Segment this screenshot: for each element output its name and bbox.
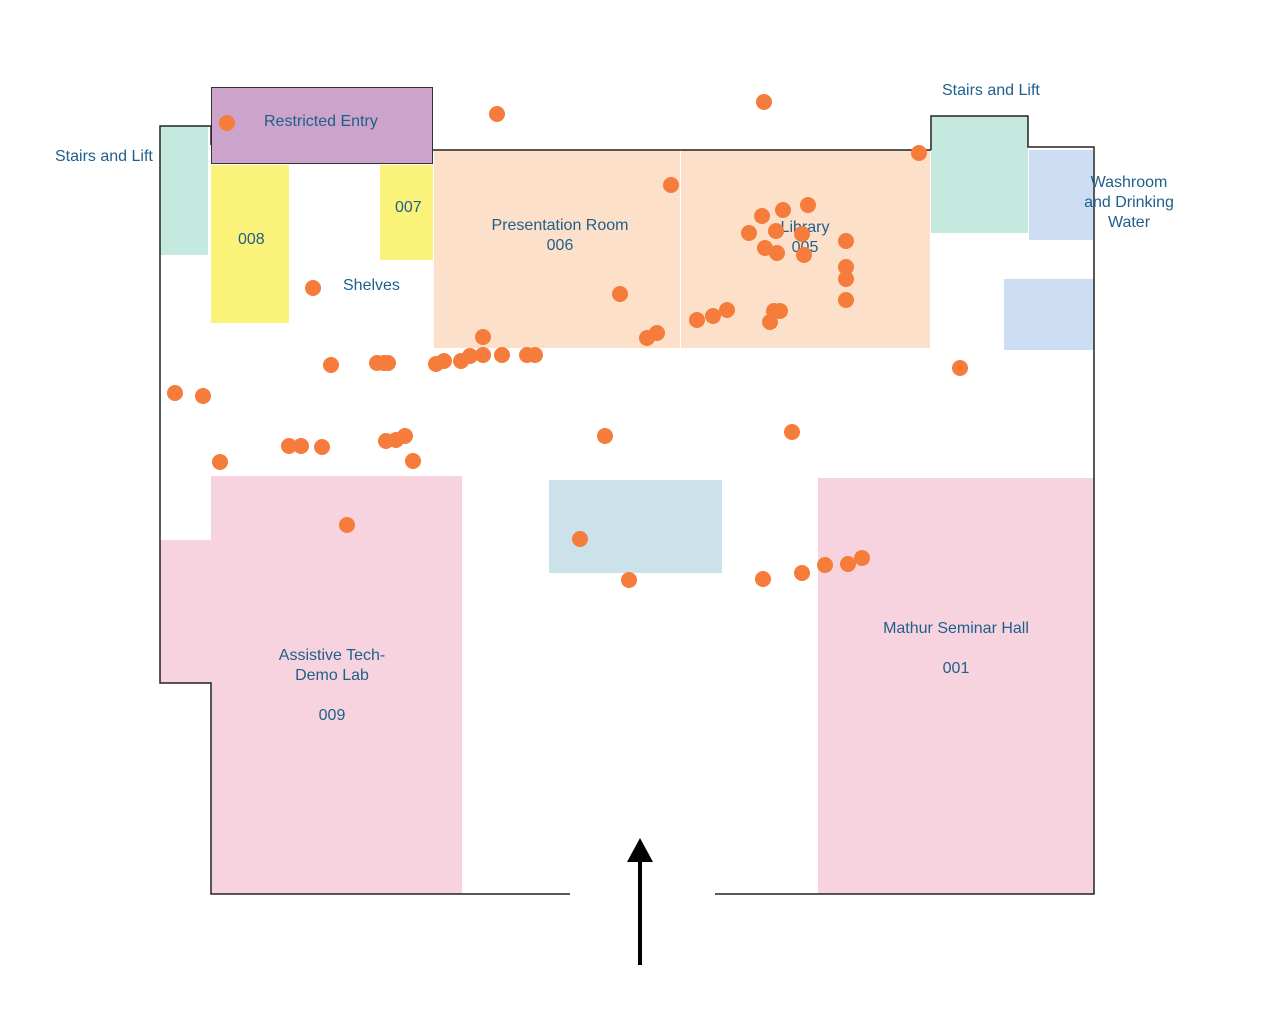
mathur-seminar-hall-area <box>818 478 1094 894</box>
dot-icon <box>794 565 810 581</box>
room-007-label: 007 <box>395 199 422 216</box>
assistive-tech-lab-line-2: Demo Lab <box>295 667 369 684</box>
mathur-seminar-hall-label: Mathur Seminar Hall 001 <box>866 619 1046 679</box>
up-arrow-icon <box>627 838 653 965</box>
dot-icon <box>911 145 927 161</box>
center-block-area <box>549 480 722 573</box>
dot-icon <box>689 312 705 328</box>
washroom-area <box>1029 150 1093 240</box>
dot-icon <box>741 225 757 241</box>
dot-icon <box>854 550 870 566</box>
dot-icon <box>840 556 856 572</box>
dot-icon <box>817 557 833 573</box>
washroom-line-1: Washroom <box>1090 174 1168 191</box>
presentation-room-label: Presentation Room 006 <box>470 216 650 256</box>
dot-icon <box>462 348 478 364</box>
dot-icon <box>397 428 413 444</box>
assistive-tech-lab-area <box>211 476 462 894</box>
dot-icon <box>838 292 854 308</box>
restricted-entry-area <box>211 87 433 164</box>
dot-icon <box>762 314 778 330</box>
dot-icon <box>800 197 816 213</box>
washroom-label: Washroom and Drinking Water <box>1074 173 1184 233</box>
presentation-room-number: 006 <box>546 237 574 254</box>
dot-icon <box>838 271 854 287</box>
stairs-lift-right-label: Stairs and Lift <box>942 82 1040 99</box>
presentation-room-name: Presentation Room <box>491 217 629 234</box>
dot-icon <box>475 347 491 363</box>
assistive-tech-lab-label: Assistive Tech- Demo Lab 009 <box>262 646 402 726</box>
assistive-tech-lab-line-1: Assistive Tech- <box>278 647 386 664</box>
dot-icon <box>293 438 309 454</box>
dot-icon <box>436 353 452 369</box>
dot-icon <box>597 428 613 444</box>
dot-icon <box>167 385 183 401</box>
dot-icon <box>621 572 637 588</box>
dot-icon <box>719 302 735 318</box>
room-008-label: 008 <box>238 231 265 248</box>
dot-icon <box>794 226 810 242</box>
shelves-label: Shelves <box>343 277 400 294</box>
stairs-lift-left-label: Stairs and Lift <box>55 148 153 165</box>
washroom-line-2: and Drinking <box>1084 194 1174 211</box>
dot-icon <box>572 531 588 547</box>
dot-icon <box>494 347 510 363</box>
dot-icon <box>612 286 628 302</box>
washroom-line-3: Water <box>1107 214 1151 231</box>
dot-icon <box>195 388 211 404</box>
room-008-area <box>211 165 289 323</box>
dot-icon <box>475 329 491 345</box>
dot-icon <box>639 330 655 346</box>
restricted-entry-label: Restricted Entry <box>264 113 378 130</box>
dot-icon <box>775 202 791 218</box>
dot-icon <box>838 233 854 249</box>
dot-icon <box>772 303 788 319</box>
dot-icon <box>212 454 228 470</box>
dot-icon <box>314 439 330 455</box>
blue-side-room <box>1004 279 1094 350</box>
dot-icon <box>768 223 784 239</box>
presentation-room-area <box>434 150 680 348</box>
dot-icon <box>705 308 721 324</box>
assistive-tech-lab-annex <box>160 540 212 683</box>
stairs-lift-right-area <box>931 116 1028 233</box>
mathur-seminar-hall-number: 001 <box>942 660 970 677</box>
dot-icon <box>527 347 543 363</box>
dot-icon <box>305 280 321 296</box>
dot-icon <box>339 517 355 533</box>
stairs-lift-left-area <box>160 126 208 255</box>
room-007-area <box>380 165 433 260</box>
dot-icon <box>380 355 396 371</box>
dot-icon <box>663 177 679 193</box>
dot-icon <box>219 115 235 131</box>
dot-icon <box>784 424 800 440</box>
dot-icon <box>796 247 812 263</box>
dot-icon <box>756 94 772 110</box>
dot-icon <box>489 106 505 122</box>
dot-icon <box>952 360 968 376</box>
dot-icon <box>323 357 339 373</box>
assistive-tech-lab-number: 009 <box>318 707 346 724</box>
dot-icon <box>769 245 785 261</box>
dot-icon <box>754 208 770 224</box>
dot-icon <box>405 453 421 469</box>
mathur-seminar-hall-name: Mathur Seminar Hall <box>883 620 1029 637</box>
dot-icon <box>755 571 771 587</box>
